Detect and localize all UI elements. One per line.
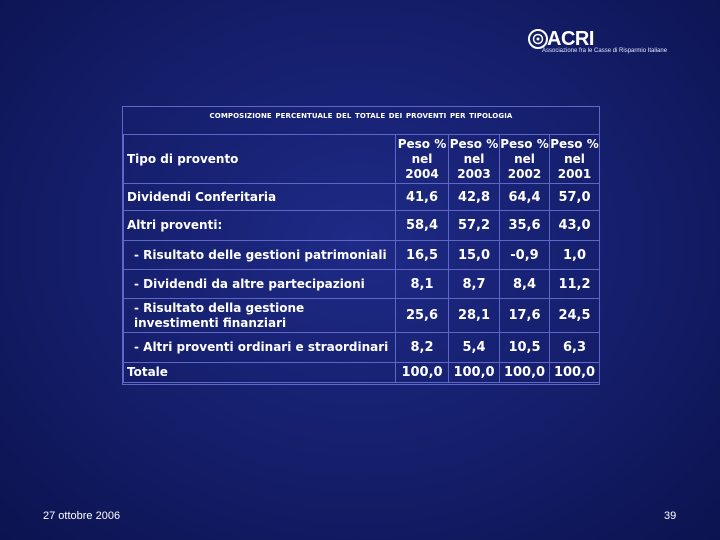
table-row: Altri proventi: 58,4 57,2 35,6 43,0	[123, 210, 600, 241]
cell-value: 100,0	[448, 362, 500, 383]
cell-value: 42,8	[448, 183, 500, 211]
cell-value: 24,5	[549, 298, 600, 333]
cell-value: 41,6	[395, 183, 449, 211]
cell-value: 58,4	[395, 210, 449, 241]
cell-value: 8,1	[395, 269, 449, 299]
data-table: Tipo di provento Peso % nel 2004 Peso % nel…	[123, 134, 600, 383]
cell-value: 8,4	[499, 269, 550, 299]
header-col-2001: Peso % nel 2001	[549, 134, 600, 184]
acri-logo-icon	[528, 29, 548, 49]
cell-value: 16,5	[395, 240, 449, 270]
cell-value: 100,0	[549, 362, 600, 383]
cell-value: 8,7	[448, 269, 500, 299]
cell-value: 43,0	[549, 210, 600, 241]
cell-value: 57,2	[448, 210, 500, 241]
header-col-2003: Peso % nel 2003	[448, 134, 500, 184]
cell-value: 15,0	[448, 240, 500, 270]
cell-value: -0,9	[499, 240, 550, 270]
acri-logo: ACRI Associazione fra le Casse di Rispar…	[527, 28, 687, 58]
table-row: - Dividendi da altre partecipazioni 8,1 …	[123, 269, 600, 299]
header-label: Tipo di provento	[123, 134, 396, 184]
table-header-row: Tipo di provento Peso % nel 2004 Peso % nel…	[123, 134, 600, 184]
row-label: - Altri proventi ordinari e straordinari	[123, 332, 396, 363]
row-label: - Risultato delle gestioni patrimoniali	[123, 240, 396, 270]
cell-value: 1,0	[549, 240, 600, 270]
cell-value: 28,1	[448, 298, 500, 333]
table-row: - Risultato delle gestioni patrimoniali …	[123, 240, 600, 270]
proventi-table: Composizione percentuale del totale dei …	[122, 106, 600, 385]
cell-value: 11,2	[549, 269, 600, 299]
table-title: Composizione percentuale del totale dei …	[209, 110, 513, 121]
table-row-total: Totale 100,0 100,0 100,0 100,0	[123, 362, 600, 383]
cell-value: 5,4	[448, 332, 500, 363]
footer-date: 27 ottobre 2006	[43, 510, 121, 522]
logo-subtitle: Associazione fra le Casse di Risparmio I…	[542, 48, 668, 54]
row-label: Dividendi Conferitaria	[123, 183, 396, 211]
table-row: - Risultato della gestione investimenti …	[123, 298, 600, 333]
table-row: - Altri proventi ordinari e straordinari…	[123, 332, 600, 363]
cell-value: 64,4	[499, 183, 550, 211]
cell-value: 25,6	[395, 298, 449, 333]
cell-value: 100,0	[395, 362, 449, 383]
logo-name: ACRI	[547, 28, 594, 50]
row-label: - Risultato della gestione investimenti …	[123, 298, 396, 333]
table-row: Dividendi Conferitaria 41,6 42,8 64,4 57…	[123, 183, 600, 211]
header-col-2002: Peso % nel 2002	[499, 134, 550, 184]
cell-value: 6,3	[549, 332, 600, 363]
row-label: Altri proventi:	[123, 210, 396, 241]
row-label: - Dividendi da altre partecipazioni	[123, 269, 396, 299]
cell-value: 8,2	[395, 332, 449, 363]
cell-value: 100,0	[499, 362, 550, 383]
cell-value: 17,6	[499, 298, 550, 333]
header-col-2004: Peso % nel 2004	[395, 134, 449, 184]
cell-value: 35,6	[499, 210, 550, 241]
page-number: 39	[664, 510, 677, 522]
cell-value: 10,5	[499, 332, 550, 363]
row-label: Totale	[123, 362, 396, 383]
cell-value: 57,0	[549, 183, 600, 211]
